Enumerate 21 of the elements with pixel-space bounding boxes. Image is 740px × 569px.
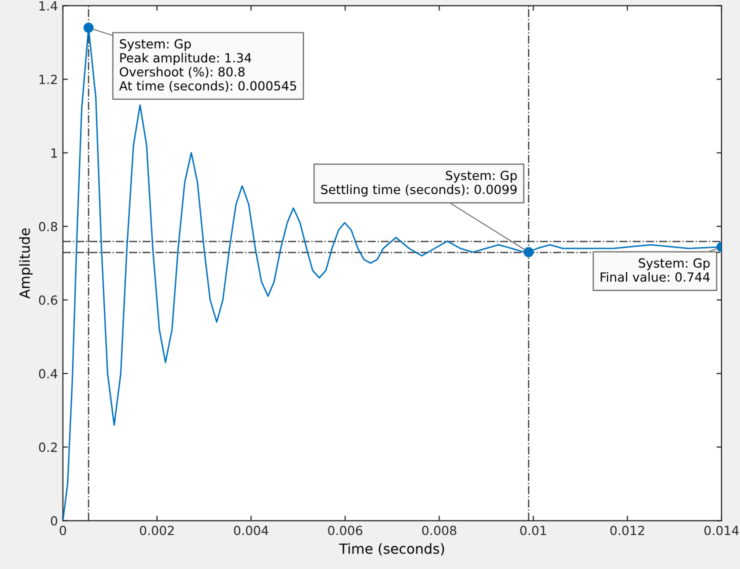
y-tick-label: 0.6 [38, 295, 58, 305]
annotation: System: Gp Final value: 0.744 [600, 258, 710, 282]
y-tick-label: 1 [51, 148, 57, 158]
y-tick-label: 0.8 [38, 222, 58, 232]
annotation: System: Gp Settling time (seconds): 0.0099 [321, 170, 517, 197]
y-axis-title: Amplitude [19, 228, 33, 299]
y-tick-label: 0 [50, 516, 58, 526]
x-tick-label: 0.006 [328, 526, 362, 536]
annotation: System: Gp Peak amplitude: 1.34 Overshoot (%): 80.8 At time (seconds): 0.000545 [119, 39, 296, 92]
x-tick-label: 0.012 [610, 526, 644, 536]
y-tick-label: 0.2 [38, 442, 57, 452]
y-tick-label: 1.4 [40, 1, 58, 10]
x-tick-label: 0.014 [704, 526, 739, 536]
x-tick-label: 0 [60, 526, 66, 536]
x-tick-label: 0.004 [234, 526, 268, 536]
y-tick-label: 0.4 [38, 368, 58, 378]
y-tick-label: 1.2 [40, 74, 57, 84]
x-tick-label: 0.01 [520, 526, 546, 536]
x-tick-label: 0.002 [140, 526, 174, 536]
x-tick-label: 0.008 [422, 526, 456, 536]
x-axis-title: Time (seconds) [339, 543, 444, 556]
